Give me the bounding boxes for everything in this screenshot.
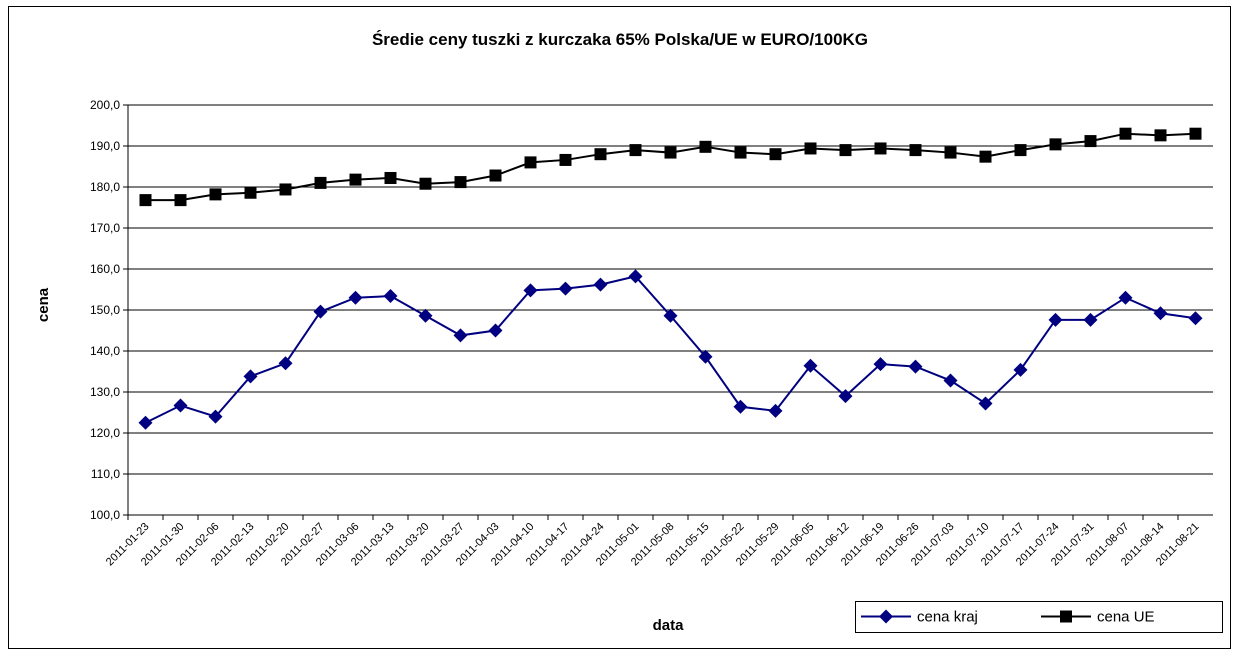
data-point [663, 308, 678, 323]
data-point [1118, 290, 1133, 305]
data-point [1013, 362, 1028, 377]
data-point [244, 186, 257, 199]
data-point [979, 150, 992, 163]
chart-title: Średie ceny tuszki z kurczaka 65% Polska… [372, 30, 868, 49]
data-point [1083, 312, 1098, 327]
data-point [348, 290, 363, 305]
data-point [1153, 306, 1168, 321]
data-point [313, 304, 328, 319]
x-axis-label: data [653, 617, 685, 634]
data-point [1049, 138, 1062, 151]
y-tick-label: 140,0 [90, 344, 120, 358]
data-point [838, 389, 853, 404]
data-point [1084, 135, 1097, 148]
data-point [558, 281, 573, 296]
data-point [664, 146, 677, 159]
legend-box [855, 601, 1223, 633]
y-tick-label: 110,0 [91, 467, 120, 481]
y-tick-label: 180,0 [90, 180, 120, 194]
data-point [208, 409, 223, 424]
data-point [243, 369, 258, 384]
legend-label: cena kraj [917, 609, 978, 626]
data-point [559, 153, 572, 166]
data-point [349, 173, 362, 186]
data-point [139, 194, 152, 207]
data-point [523, 283, 538, 298]
data-point [454, 176, 467, 189]
data-point [978, 396, 993, 411]
data-point [418, 308, 433, 323]
data-point [384, 171, 397, 184]
data-point [1048, 312, 1063, 327]
y-tick-label: 200,0 [90, 98, 120, 112]
data-point [279, 183, 292, 196]
data-point [908, 359, 923, 374]
y-tick-label: 150,0 [90, 303, 120, 317]
data-point [1154, 129, 1167, 142]
data-point [628, 269, 643, 284]
data-point [734, 146, 747, 159]
chart-frame [8, 6, 1231, 649]
data-point [174, 194, 187, 207]
data-point [873, 357, 888, 372]
legend-marker [879, 609, 893, 624]
data-point [278, 356, 293, 371]
y-tick-label: 100,0 [90, 508, 120, 522]
data-point [594, 148, 607, 161]
data-point [1188, 311, 1203, 326]
data-point [804, 142, 817, 155]
data-point [733, 399, 748, 414]
legend-marker [1060, 610, 1072, 623]
data-point [944, 146, 957, 159]
y-tick-label: 190,0 [90, 139, 120, 153]
data-point [524, 156, 537, 169]
data-point [943, 373, 958, 388]
data-point [419, 177, 432, 190]
data-point [699, 140, 712, 153]
data-point [1119, 127, 1132, 140]
y-tick-label: 120,0 [90, 426, 120, 440]
data-point [383, 289, 398, 304]
data-point [629, 144, 642, 157]
data-point [453, 328, 468, 343]
data-point [698, 349, 713, 364]
data-point [1014, 144, 1027, 157]
data-point [909, 144, 922, 157]
data-point [803, 358, 818, 373]
data-point [874, 142, 887, 155]
data-point [593, 277, 608, 292]
data-point [1189, 127, 1202, 140]
data-point [209, 188, 222, 201]
data-point [488, 323, 503, 338]
y-tick-label: 170,0 [90, 221, 120, 235]
y-tick-label: 130,0 [90, 385, 120, 399]
data-point [839, 144, 852, 157]
data-point [489, 169, 502, 182]
legend-label: cena UE [1097, 609, 1155, 626]
y-tick-label: 160,0 [90, 262, 120, 276]
data-point [768, 403, 783, 418]
data-point [138, 415, 153, 430]
data-point [314, 176, 327, 189]
data-point [769, 148, 782, 161]
data-point [173, 398, 188, 413]
y-axis-label: cena [35, 287, 52, 322]
